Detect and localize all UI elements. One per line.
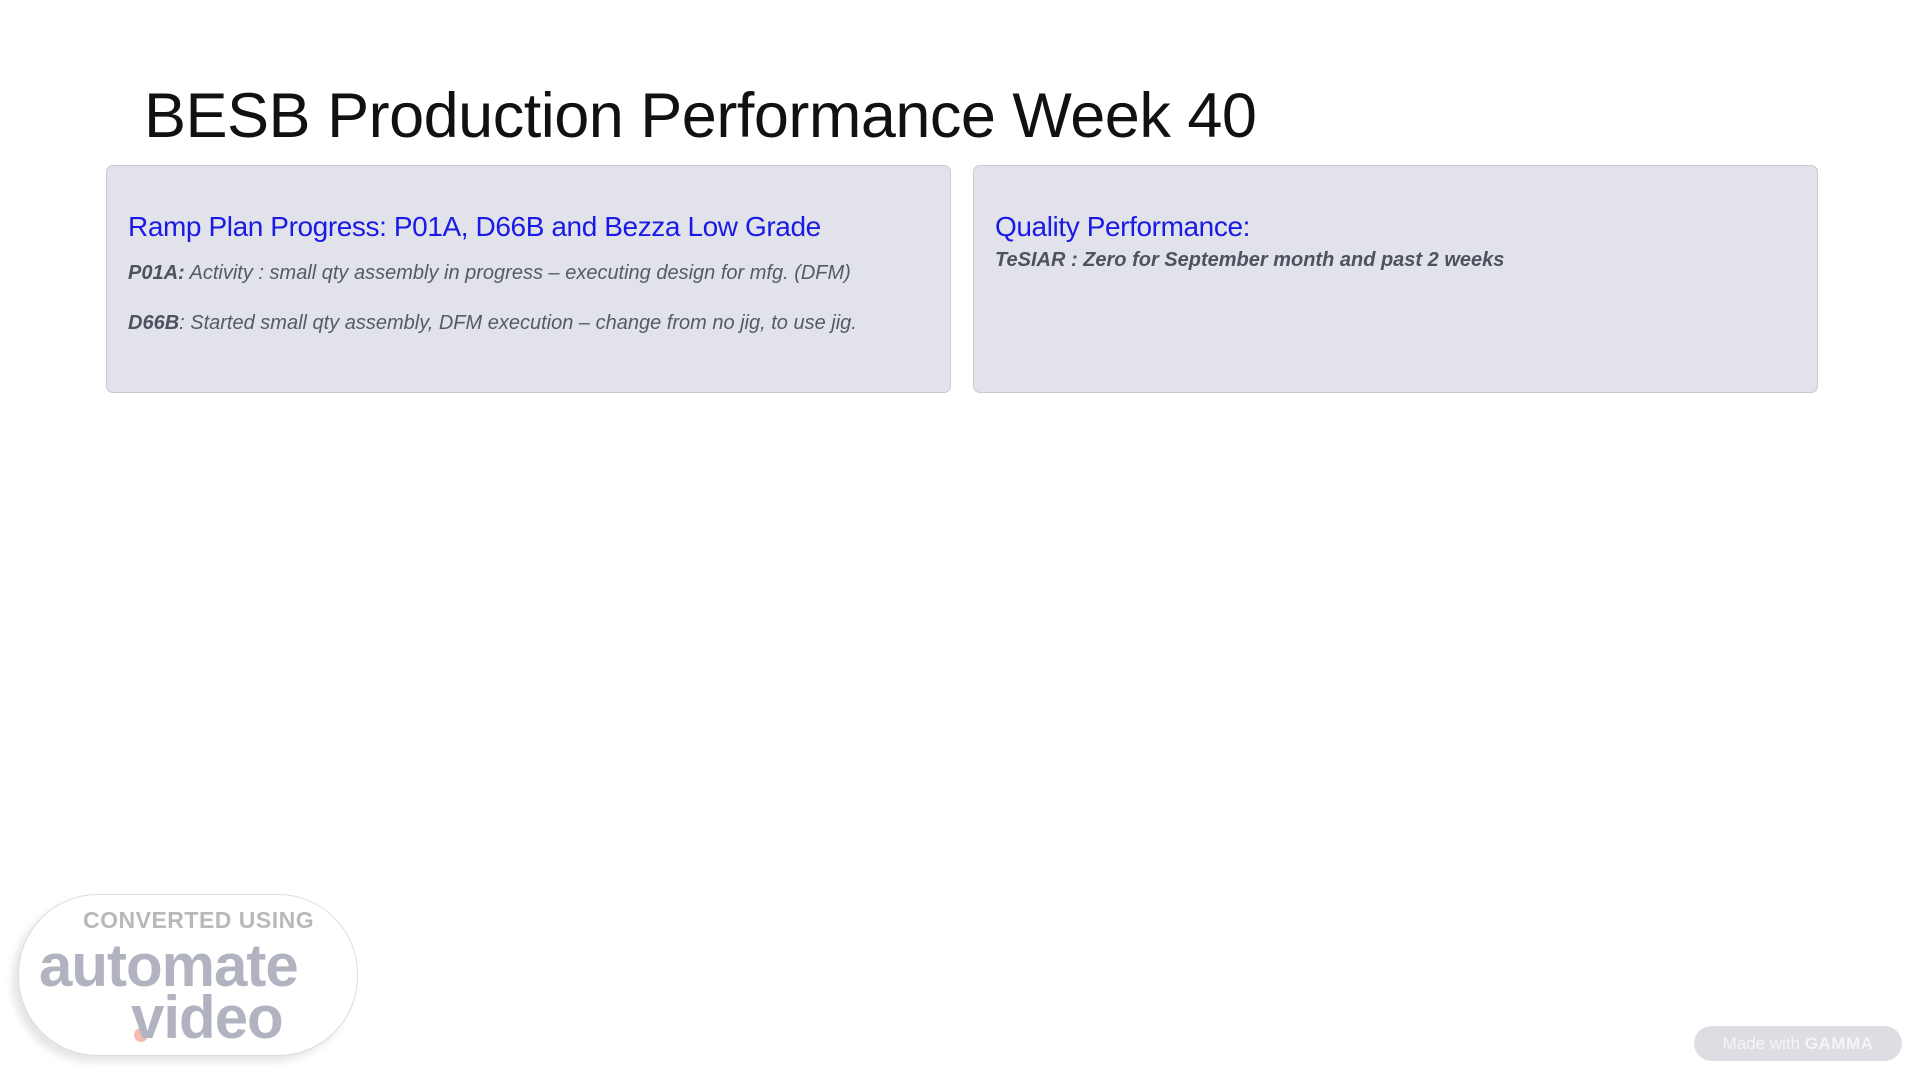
item-label: TeSIAR : xyxy=(995,249,1078,271)
item-text: : Started small qty assembly, DFM execut… xyxy=(179,312,857,334)
item-label: P01A: xyxy=(128,262,185,284)
made-with-gamma-badge[interactable]: Made with GAMMA xyxy=(1694,1026,1902,1061)
watermark-line3: video xyxy=(131,984,284,1051)
quality-performance-card: Quality Performance: TeSIAR : Zero for S… xyxy=(973,165,1818,393)
card-item-p01a: P01A: Activity : small qty assembly in p… xyxy=(128,262,851,285)
watermark-line2: automate xyxy=(39,932,299,999)
card-item-tesiar: TeSIAR : Zero for September month and pa… xyxy=(995,249,1504,272)
item-label: D66B xyxy=(128,312,180,334)
slide-title: BESB Production Performance Week 40 xyxy=(144,81,1257,151)
ramp-plan-card: Ramp Plan Progress: P01A, D66B and Bezza… xyxy=(106,165,951,393)
watermark-dot-icon xyxy=(134,1028,148,1042)
badge-prefix: Made with xyxy=(1722,1034,1805,1053)
card-heading: Ramp Plan Progress: P01A, D66B and Bezza… xyxy=(128,211,821,242)
item-text: Activity : small qty assembly in progres… xyxy=(184,262,851,284)
card-item-d66b: D66B: Started small qty assembly, DFM ex… xyxy=(128,312,857,335)
item-text: Zero for September month and past 2 week… xyxy=(1077,249,1505,271)
badge-brand: GAMMA xyxy=(1804,1034,1874,1053)
watermark-line1: CONVERTED USING xyxy=(83,907,315,933)
card-heading: Quality Performance: xyxy=(995,211,1250,242)
automate-video-watermark: CONVERTED USING automate video xyxy=(18,894,358,1056)
